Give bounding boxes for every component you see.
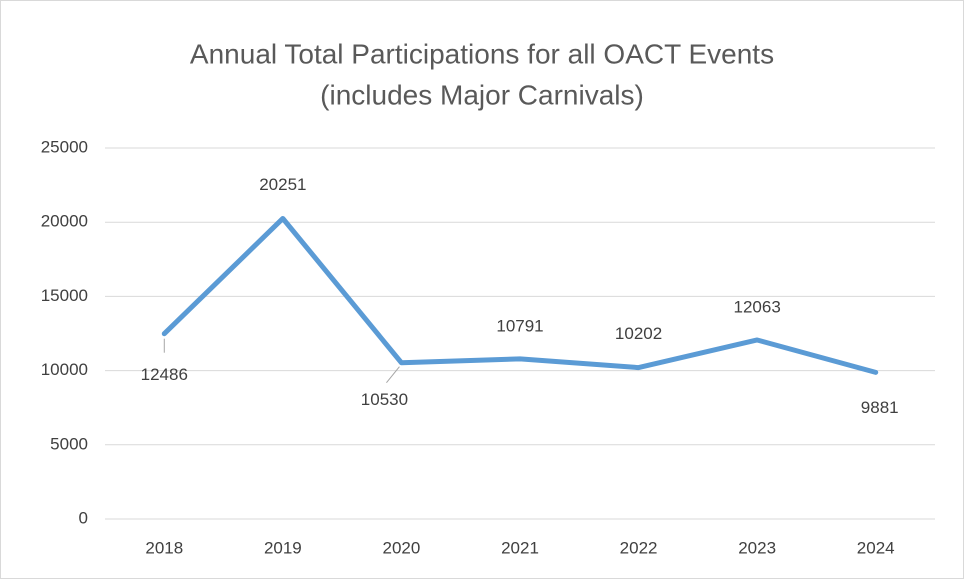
y-tick-label: 10000 [41, 360, 88, 379]
x-tick-label: 2021 [501, 538, 539, 557]
y-tick-label: 25000 [41, 137, 88, 156]
y-tick-label: 15000 [41, 286, 88, 305]
x-tick-label: 2018 [145, 538, 183, 557]
x-tick-label: 2024 [857, 538, 895, 557]
y-tick-label: 20000 [41, 212, 88, 231]
x-tick-label: 2023 [738, 538, 776, 557]
data-label: 12063 [734, 297, 781, 316]
chart-title: Annual Total Participations for all OACT… [190, 38, 774, 69]
x-tick-label: 2022 [620, 538, 658, 557]
chart-title: (includes Major Carnivals) [320, 79, 644, 110]
data-label: 10530 [361, 390, 408, 409]
data-label: 9881 [861, 398, 899, 417]
data-label: 10791 [496, 316, 543, 335]
data-label: 12486 [141, 365, 188, 384]
y-tick-label: 0 [79, 508, 88, 527]
x-tick-label: 2019 [264, 538, 302, 557]
x-tick-label: 2020 [383, 538, 421, 557]
data-label: 20251 [259, 175, 306, 194]
leader-line [386, 366, 400, 384]
data-label: 10202 [615, 324, 662, 343]
y-tick-label: 5000 [50, 434, 88, 453]
line-series [161, 215, 879, 375]
